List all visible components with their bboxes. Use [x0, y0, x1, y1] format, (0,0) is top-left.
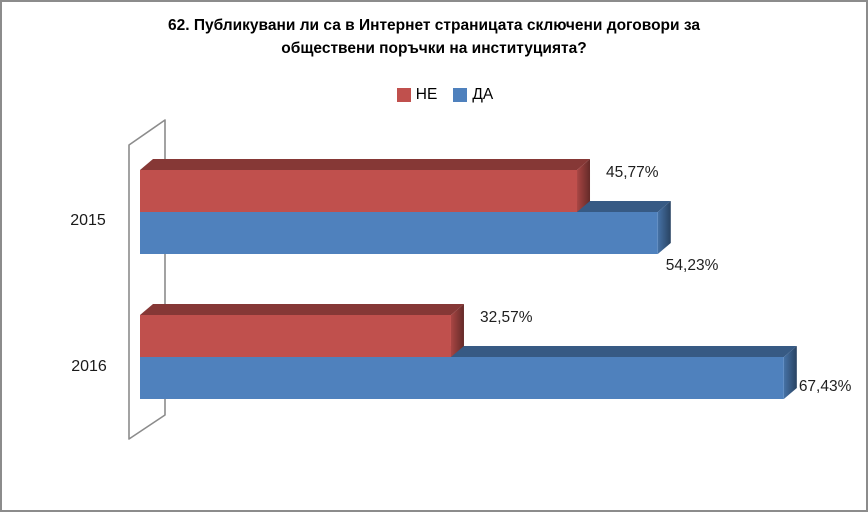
- bar-front-face-ДА-2016: [140, 357, 784, 399]
- category-label-2016: 2016: [71, 358, 107, 375]
- bar-top-face-НЕ-2015: [140, 159, 591, 170]
- chart-title-line2: обществени поръчки на институцията?: [281, 40, 587, 57]
- chart-title: 62. Публикувани ли са в Интернет страниц…: [2, 14, 866, 60]
- bar-front-face-НЕ-2016: [140, 315, 451, 357]
- legend-swatch-da-icon: [453, 88, 468, 102]
- category-label-2015: 2015: [70, 212, 106, 229]
- legend: НЕ ДА: [13, 86, 866, 104]
- data-label-ne-2016: 32,57%: [479, 309, 533, 326]
- legend-swatch-ne-icon: [396, 88, 411, 102]
- bar-end-face-ДА-2015: [657, 201, 671, 254]
- data-label-da-2015: 54,23%: [665, 257, 719, 274]
- bar-top-face-НЕ-2016: [140, 304, 464, 315]
- bar-end-face-НЕ-2015: [577, 159, 591, 212]
- legend-label-da: ДА: [472, 86, 494, 103]
- bar-end-face-ДА-2016: [783, 346, 797, 399]
- bar-front-face-ДА-2015: [140, 212, 658, 254]
- bar-front-face-НЕ-2015: [140, 170, 578, 212]
- chart-title-line1: 62. Публикувани ли са в Интернет страниц…: [168, 17, 700, 34]
- bar-end-face-НЕ-2016: [450, 304, 464, 357]
- legend-item-da: ДА: [453, 86, 493, 104]
- data-label-da-2016: 67,43%: [798, 378, 852, 395]
- data-label-ne-2015: 45,77%: [606, 164, 659, 181]
- legend-item-ne: НЕ: [396, 86, 438, 104]
- legend-label-ne: НЕ: [415, 86, 438, 103]
